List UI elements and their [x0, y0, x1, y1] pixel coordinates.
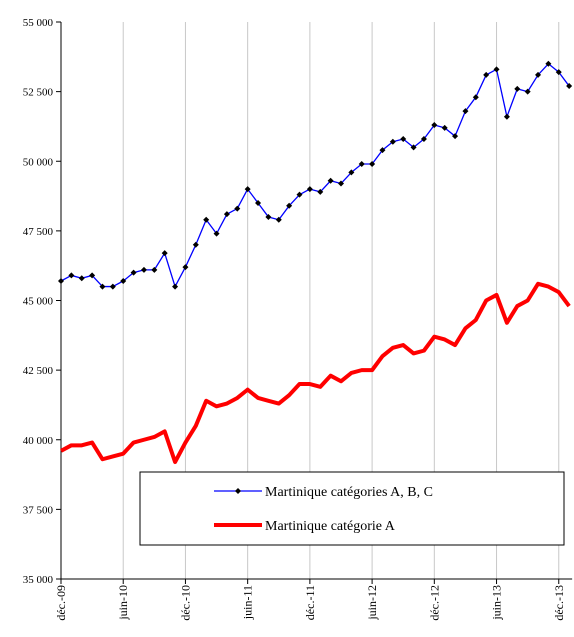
data-point — [472, 94, 479, 101]
legend: Martinique catégories A, B, C Martinique … — [139, 471, 565, 546]
y-tick-label: 35 000 — [23, 574, 54, 586]
y-tick-label: 42 500 — [23, 365, 54, 377]
data-point — [172, 283, 179, 290]
y-tick-label: 37 500 — [23, 504, 54, 516]
data-point — [389, 138, 396, 145]
data-point — [120, 278, 127, 285]
data-point — [192, 241, 199, 248]
data-point — [431, 122, 438, 129]
data-point — [151, 266, 158, 273]
data-point — [535, 71, 542, 78]
data-point — [265, 213, 272, 220]
data-point — [130, 269, 137, 276]
x-tick-label: déc.-13 — [552, 585, 566, 621]
data-point — [514, 85, 521, 92]
y-tick-label: 47 500 — [23, 226, 54, 238]
data-point — [348, 169, 355, 176]
y-tick-label: 55 000 — [23, 17, 54, 29]
y-tick-label: 50 000 — [23, 156, 54, 168]
x-tick-label: déc.-10 — [178, 585, 192, 621]
data-point — [99, 283, 106, 290]
data-point — [358, 161, 365, 168]
x-tick-label: déc.-09 — [54, 585, 68, 621]
data-point — [503, 113, 510, 120]
y-tick-label: 52 500 — [23, 87, 54, 99]
x-tick-label: juin-11 — [241, 585, 255, 620]
data-point — [410, 144, 417, 151]
data-point — [203, 216, 210, 223]
data-point — [317, 188, 324, 195]
data-point — [109, 283, 116, 290]
legend-label: Martinique catégories A, B, C — [265, 485, 433, 500]
data-point — [182, 264, 189, 271]
data-point — [483, 71, 490, 78]
data-point — [68, 272, 75, 279]
data-point — [213, 230, 220, 237]
data-point — [379, 147, 386, 154]
data-point — [89, 272, 96, 279]
y-tick-label: 45 000 — [23, 296, 54, 308]
data-point — [400, 135, 407, 142]
data-point — [78, 275, 85, 282]
data-point — [255, 200, 262, 207]
legend-box — [139, 471, 565, 546]
data-point — [223, 211, 230, 218]
y-tick-label: 40 000 — [23, 435, 54, 447]
data-point — [420, 135, 427, 142]
data-point — [286, 202, 293, 209]
data-point — [337, 180, 344, 187]
x-tick-label: juin-12 — [365, 585, 379, 621]
data-point — [493, 66, 500, 73]
legend-marker — [235, 488, 241, 494]
data-point — [452, 133, 459, 140]
data-point — [462, 108, 469, 115]
data-point — [566, 83, 573, 90]
data-point — [369, 161, 376, 168]
series-line — [60, 281, 571, 465]
x-tick-label: juin-13 — [490, 585, 504, 621]
data-point — [275, 216, 282, 223]
x-tick-label: déc.-12 — [427, 585, 441, 621]
data-point — [545, 60, 552, 67]
data-point — [441, 124, 448, 131]
series-line — [60, 63, 570, 288]
data-point — [296, 191, 303, 198]
data-point — [306, 186, 313, 193]
data-point — [234, 205, 241, 212]
data-point — [140, 266, 147, 273]
data-point — [161, 250, 168, 257]
data-point — [524, 88, 531, 95]
x-tick-label: déc.-11 — [303, 585, 317, 620]
data-point — [244, 186, 251, 193]
legend-label: Martinique catégorie A — [265, 519, 396, 534]
data-point — [58, 278, 64, 285]
data-point — [327, 177, 334, 184]
x-tick-label: juin-10 — [116, 585, 130, 621]
data-point — [555, 69, 562, 76]
